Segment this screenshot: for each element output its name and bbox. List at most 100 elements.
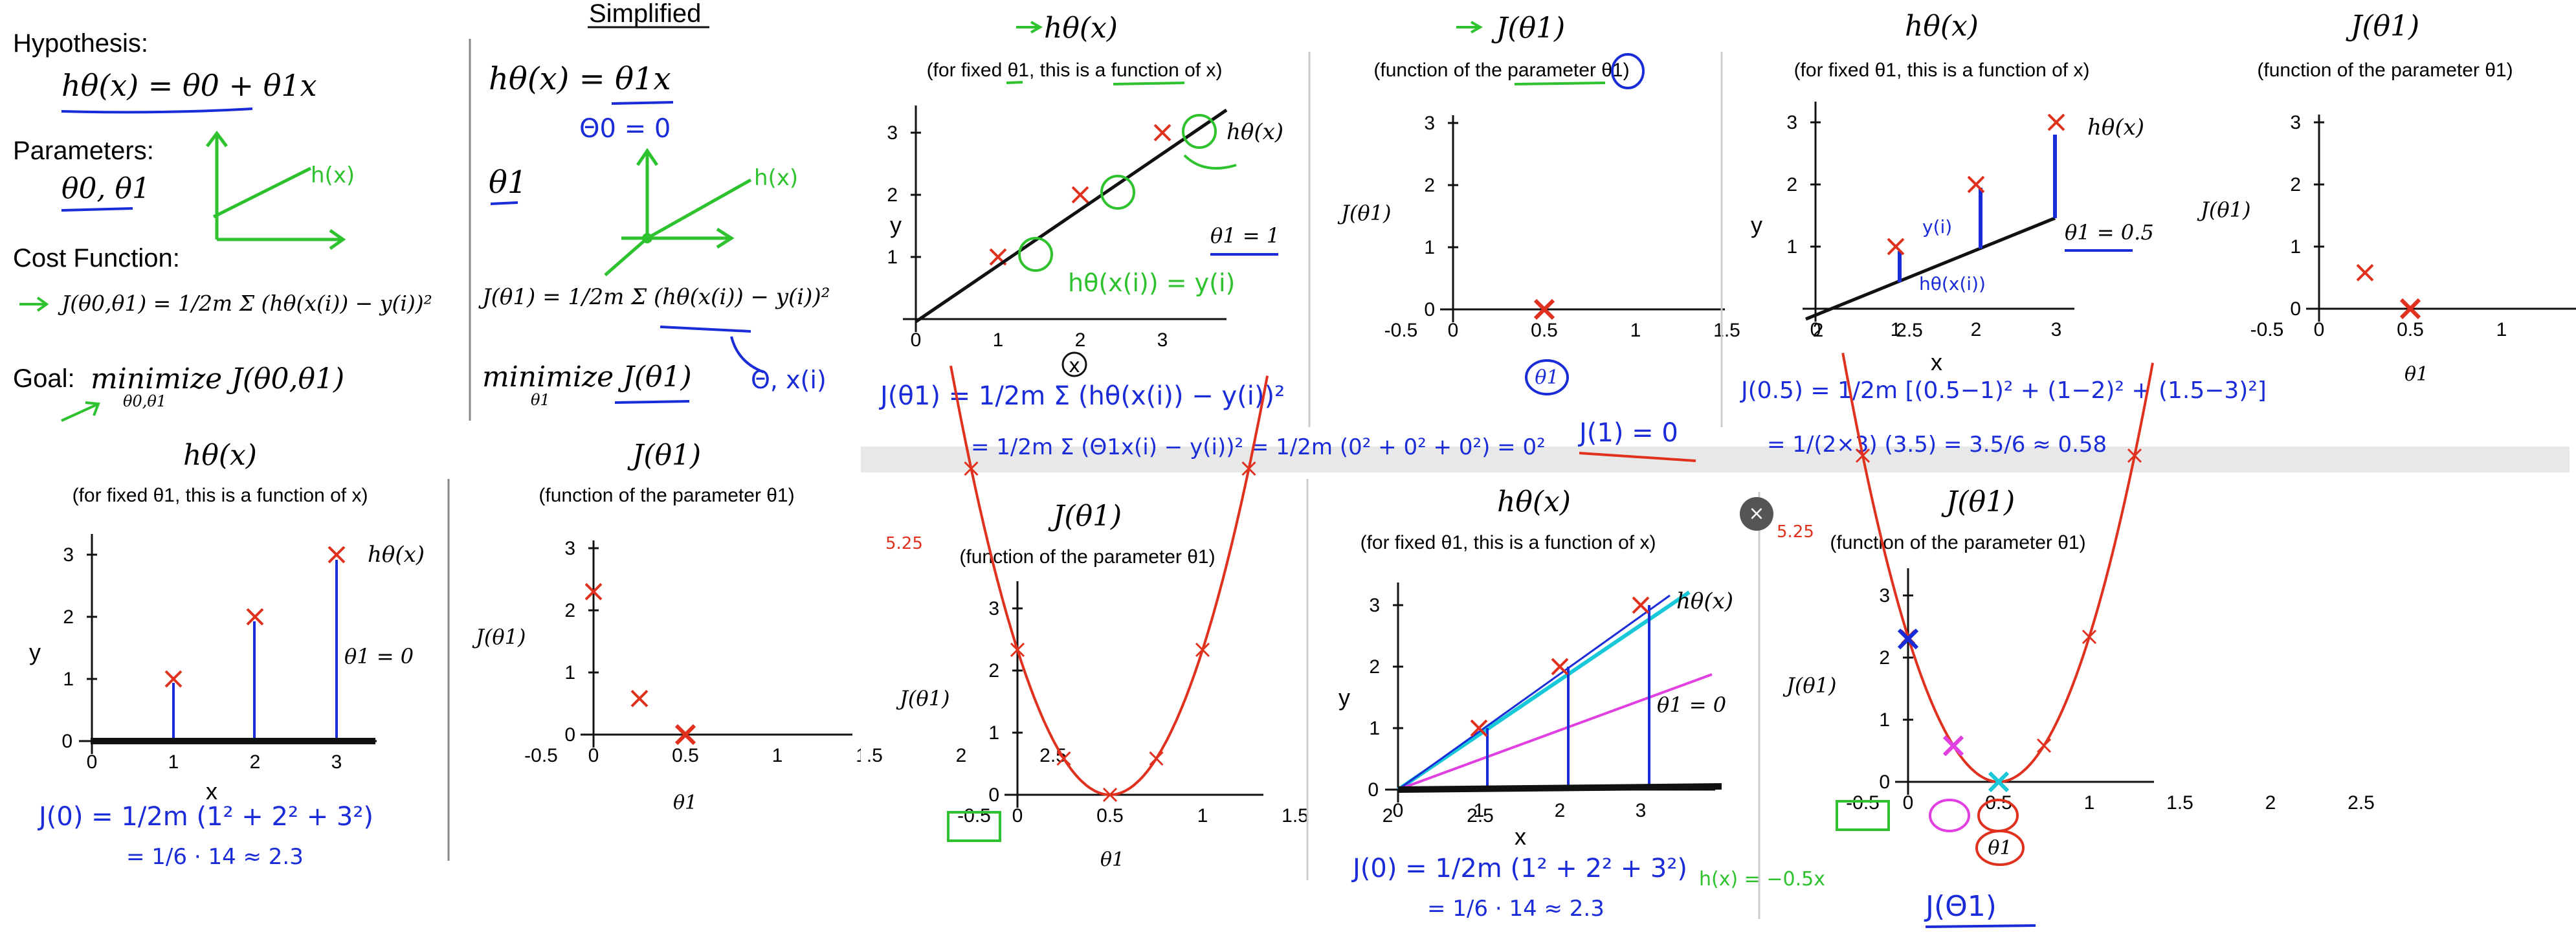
panel-j5-y-tick: 0 xyxy=(1879,771,1890,793)
panel-h1-axes: 0 1 2 3123 xyxy=(887,105,1227,351)
panel-h5-x-tick: 0 xyxy=(1393,800,1404,821)
panel-j2: J(θ1) (function of the parameter θ1) 0 0.… xyxy=(2197,10,2576,386)
panel-j5-x-tick: 1.5 xyxy=(2166,792,2193,814)
panel-h2-point xyxy=(2049,115,2064,130)
panel-j5-bottom-note: J(Θ1) xyxy=(1924,890,1997,923)
parameters-underline xyxy=(61,208,133,210)
panel-h5-note-h: h(x) = −0.5x xyxy=(1699,868,1825,891)
panel-j1-ylabel: J(θ1) xyxy=(1337,201,1391,225)
parameters-label: Parameters: xyxy=(13,137,154,165)
panel-h5-xlabel: x xyxy=(1515,823,1526,850)
goal-label: Goal: xyxy=(13,364,75,393)
panel-h5-point xyxy=(1552,659,1568,674)
panel-j2-y-tick: 1 xyxy=(2290,236,2301,258)
panel-h1-theta-label: θ1 = 1 xyxy=(1210,223,1280,248)
panel-j5-x-tick: 0 xyxy=(1903,792,1914,814)
panel-j4-note: 5.25 xyxy=(885,534,923,553)
panel-j2-subtitle: (function of the parameter θ1) xyxy=(2257,60,2513,81)
panel-j3-y-tick: 2 xyxy=(564,600,575,621)
goal-arrow xyxy=(61,403,98,421)
panel-j5-y-tick: 2 xyxy=(1879,647,1890,669)
panel-j5-y-tick: 1 xyxy=(1879,709,1890,731)
hypothesis-label: Hypothesis: xyxy=(13,29,148,58)
panel-h1-subtitle-underline xyxy=(1006,82,1184,84)
panel-h1-y-tick: 1 xyxy=(887,247,898,268)
panel-j5-circle-0.5 xyxy=(1930,800,1969,831)
panel-h5-y-tick: 3 xyxy=(1369,595,1380,616)
panel-h1-x-mark: x xyxy=(1069,355,1080,377)
panel-h3-axes: 0 1 2 31230 xyxy=(61,534,377,773)
panel-j2-xlabel: θ1 xyxy=(2404,363,2428,386)
panel-h5-y-tick: 2 xyxy=(1369,656,1380,678)
panel-h5-title: hθ(x) xyxy=(1497,485,1571,518)
panel-j1-title: J(θ1) xyxy=(1491,12,1565,45)
panel-h2-line-label: hθ(x) xyxy=(2087,115,2144,140)
green-sketch-axes xyxy=(207,133,343,249)
parameters-formula: θ0, θ1 xyxy=(61,172,150,205)
panel-j4-x-tick: 0.5 xyxy=(1096,805,1124,827)
panel-h3-calc-1: J(0) = 1/2m (1² + 2² + 3²) xyxy=(37,802,373,832)
close-button[interactable]: × xyxy=(1740,497,1773,531)
panel-j3-y-tick: 0 xyxy=(564,724,575,746)
panel-j5-axes: 0 0.5 1 1.5 2 2.50123-0.5 xyxy=(1846,568,2375,814)
panel-j1-x-tick: 1 xyxy=(1630,320,1641,341)
panel-h2-title: hθ(x) xyxy=(1905,10,1979,43)
panel-h5-y-tick: 1 xyxy=(1369,718,1380,739)
panel-h3-theta-label: θ1 = 0 xyxy=(344,644,414,669)
panel-j2-point-0.5 xyxy=(2357,265,2373,280)
panel-j4-y-tick: 2 xyxy=(988,660,999,682)
param-underline xyxy=(491,203,518,204)
panel-h1-x-tick: 1 xyxy=(993,329,1004,351)
panel-j5-title: J(θ1) xyxy=(1941,485,2015,518)
slide-simplified: Simplified hθ(x) = θ1x Θ0 = 0 θ1 h(x) J(… xyxy=(478,0,830,409)
calc-line-3: J(0.5) = 1/2m [(0.5−1)² + (1−2)² + (1.5−… xyxy=(1740,377,2267,404)
panel-j4-x-tick: 2 xyxy=(1382,805,1393,827)
panel-h5-line-label: hθ(x) xyxy=(1676,588,1733,614)
panel-j3-x-tick: -0.5 xyxy=(524,745,558,766)
goal-underline xyxy=(615,401,689,403)
calc-line-2: = 1/2m Σ (Θ1x(i) − y(i))² = 1/2m (0² + 0… xyxy=(971,434,1546,460)
calc-strip-top: J(θ1) = 1/2m Σ (hθ(x(i)) − y(i))² = 1/2m… xyxy=(861,377,2570,472)
panel-j2-x-tick: 0 xyxy=(2314,319,2325,340)
panel-j4-x-tick: 1.5 xyxy=(1282,805,1309,827)
panel-j5-xlabel: θ1 xyxy=(1988,837,2012,860)
panel-j5-note: 5.25 xyxy=(1777,522,1814,542)
calc-line-4: = 1/(2×3) (3.5) = 3.5/6 ≈ 0.58 xyxy=(1767,432,2107,458)
panel-j4-x-tick: -0.5 xyxy=(957,805,991,827)
panel-j1-y-tick: 2 xyxy=(1424,175,1435,196)
panel-j4-x-tick: 1 xyxy=(1197,805,1208,827)
panel-j5-x-tick: 2 xyxy=(2265,792,2276,814)
note-x-i: Θ, x(i) xyxy=(751,366,827,394)
panel-j5-subtitle: (function of the parameter θ1) xyxy=(1830,532,2085,553)
panel-j4-subtitle: (function of the parameter θ1) xyxy=(959,546,1215,568)
panel-h1-y-tick: 3 xyxy=(887,122,898,144)
panel-j5-ylabel: J(θ1) xyxy=(1782,673,1836,698)
calc-result: J(1) = 0 xyxy=(1577,418,1678,448)
panel-h2-x-tick: 0 xyxy=(1810,319,1821,340)
panel-h2-y-tick: 1 xyxy=(1786,236,1797,258)
panel-h5-y-tick: 0 xyxy=(1368,779,1379,801)
cost-label: Cost Function: xyxy=(13,244,180,272)
panel-j5-sample-point xyxy=(2037,739,2050,752)
panel-h3-x-tick: 0 xyxy=(87,751,98,773)
panel-j3-y-tick: 3 xyxy=(564,538,575,559)
panel-h1-circles xyxy=(1019,115,1216,271)
panel-h1-x-tick: 2 xyxy=(1075,329,1086,351)
panel-h2-y-tick: 3 xyxy=(1786,112,1797,133)
note-theta0: Θ0 = 0 xyxy=(579,114,671,144)
panel-h1-title: hθ(x) xyxy=(1044,12,1118,45)
panel-h1: hθ(x) (for fixed θ1, this is a function … xyxy=(887,12,1283,377)
panel-h3-title: hθ(x) xyxy=(183,439,257,472)
panel-j4-sample-point xyxy=(1150,752,1163,765)
hypothesis-underline-2 xyxy=(612,102,673,104)
panel-h2-xlabel: x xyxy=(1931,349,1942,375)
panel-h5-line-blue xyxy=(1398,595,1670,790)
simplified-hypothesis: hθ(x) = θ1x xyxy=(489,61,671,97)
panel-j4-y-tick: 3 xyxy=(988,598,999,619)
panel-j1-x-tick: -0.5 xyxy=(1384,320,1418,341)
gap xyxy=(861,476,867,883)
panel-h5-flat-line xyxy=(1398,786,1722,790)
panel-h1-ylabel: y xyxy=(890,212,902,238)
panel-j2-y-tick: 2 xyxy=(2290,174,2301,195)
